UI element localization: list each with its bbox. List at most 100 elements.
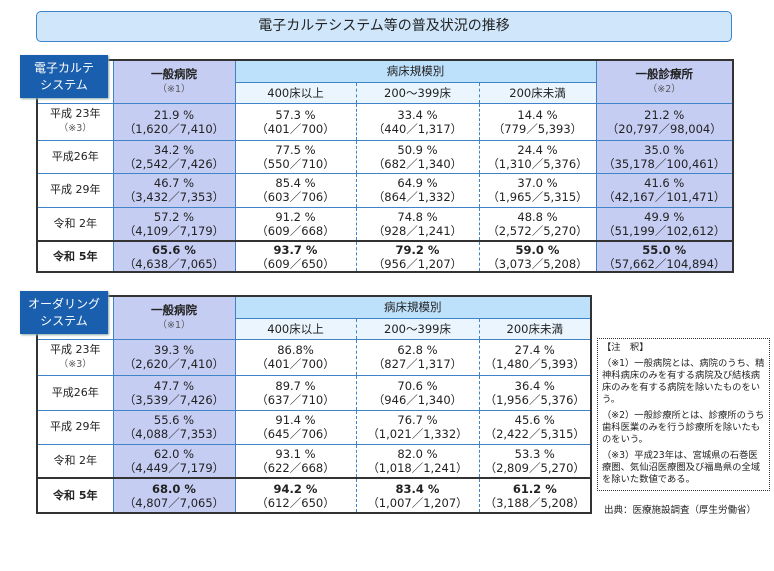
data-cell: 93.7 % （609／650） [234,240,357,273]
data-cell: 94.2 % （612／650） [234,477,357,514]
percentage: 86.8% [277,343,314,357]
data-cell: 77.5 % （550／710） [234,139,357,174]
data-cell: 93.1 % （622／668） [234,443,357,479]
table-row: 令和 5年 68.0 % （4,807／7,065） 94.2 % （612／650） 8… [37,477,592,514]
header-general-clinic: 一般診療所 （※2） [595,59,734,104]
table-row: 平成 29年 46.7 % （3,432／7,353） 85.4 % （603／706）… [37,172,734,208]
row-year: 平成26年 [37,374,113,411]
count: （4,638／7,065） [123,256,225,271]
page-title: 電子カルテシステム等の普及状況の推移 [36,11,732,42]
count: （4,449／7,179） [123,460,225,475]
note-1: （※1）一般病院とは、病院のうち、精神科病床のみを有する病院及び結核病床のみを有… [602,358,765,405]
data-cell: 36.4 % （1,956／5,376） [478,374,592,411]
percentage: 53.3 % [514,446,555,461]
percentage: 21.9 % [153,107,195,122]
data-cell: 85.4 % （603／706） [234,172,357,208]
count: （2,572／5,270） [487,223,588,238]
count: （4,109／7,179） [123,223,225,238]
header-size-2: 200床未満 [478,317,592,340]
count: （682／1,340） [372,156,463,171]
count: （4,807／7,065） [123,495,225,510]
count: （20,797／98,004） [606,121,722,136]
note-3: （※3）平成23年は、宮城県の石巻医療圏、気仙沼医療圏及び福島県の全域を除いた数… [602,450,761,485]
row-year: 令和 2年 [37,206,113,242]
percentage: 62.0 % [153,446,195,461]
data-cell: 91.4 % （645／706） [234,409,357,445]
count: （645／706） [256,427,335,441]
count: （440／1,317） [372,121,463,136]
percentage: 68.0 % [152,481,196,496]
table-row: 平成26年 34.2 % （2,542／7,426） 77.5 % （550／710） 5… [37,139,734,174]
percentage: 85.4 % [275,176,316,190]
header-size-0: 400床以上 [234,81,357,104]
percentage: 74.8 % [397,209,438,224]
header-size-1: 200～399床 [355,81,480,104]
count: （4,088／7,353） [123,427,225,441]
row-year: 平成 23年 （※3） [37,338,113,376]
data-cell: 53.3 % （2,809／5,270） [478,443,592,479]
count: （3,188／5,208） [484,495,585,510]
notes-heading: 【注 釈】 [602,342,649,353]
data-cell: 47.7 % （3,539／7,426） [112,374,236,411]
count: （1,310／5,376） [487,156,588,171]
data-cell: 21.2 % （20,797／98,004） [595,102,734,141]
count: （2,422／5,315） [484,427,585,441]
ordering-table: 一般病院 （※1） 病床規模別 400床以上 200～399床 200床未満 平成 23年（… [36,295,593,514]
count: （827／1,317） [372,357,463,371]
header-general-hospital: 一般病院 （※1） [112,59,236,104]
count: （57,662／104,894） [603,256,726,271]
count: （946／1,340） [372,392,463,407]
data-cell: 59.0 % （3,073／5,208） [478,240,597,273]
percentage: 94.2 % [273,481,318,496]
data-cell: 24.4 % （1,310／5,376） [478,139,597,174]
percentage: 34.2 % [153,142,195,157]
percentage: 61.2 % [512,481,557,496]
percentage: 65.6 % [152,242,196,257]
count: （1,965／5,315） [487,190,588,204]
data-cell: 89.7 % （637／710） [234,374,357,411]
count: （42,167／101,471） [603,190,726,204]
data-cell: 48.8 % （2,572／5,270） [478,206,597,242]
percentage: 37.0 % [517,176,558,190]
data-cell: 74.8 % （928／1,241） [355,206,480,242]
table-row: 令和 5年 65.6 % （4,638／7,065） 93.7 % （609／650） 7… [37,240,734,273]
data-cell: 33.4 % （440／1,317） [355,102,480,141]
data-cell: 62.0 % （4,449／7,179） [112,443,236,479]
count: （928／1,241） [372,223,463,238]
percentage: 45.6 % [514,413,555,427]
emr-table: 一般病院 （※1） 病床規模別 一般診療所 （※2） 400床以上 200～399床 200床… [36,59,734,273]
percentage: 91.4 % [275,413,316,427]
data-cell: 34.2 % （2,542／7,426） [112,139,236,174]
percentage: 21.2 % [644,107,685,122]
row-year: 令和 5年 [37,477,113,514]
percentage: 36.4 % [514,378,555,393]
percentage: 91.2 % [275,209,316,224]
count: （1,018／1,241） [367,460,468,475]
table-row: 平成 23年 （※3） 21.9 % （1,620／7,410） 57.3 % （401／… [37,102,734,141]
percentage: 55.0 % [642,242,687,257]
data-cell: 64.9 % （864／1,332） [355,172,480,208]
row-year: 平成 23年 （※3） [37,102,113,141]
row-year: 平成26年 [37,139,113,174]
data-cell: 37.0 % （1,965／5,315） [478,172,597,208]
percentage: 57.3 % [275,107,316,122]
percentage: 83.4 % [395,481,440,496]
count: （3,073／5,208） [487,256,588,271]
table-row: 平成 29年 55.6 % （4,088／7,353） 91.4 % （645／706）… [37,409,592,445]
data-cell: 50.9 % （682／1,340） [355,139,480,174]
count: （603／706） [256,190,335,204]
data-cell: 45.6 % （2,422／5,315） [478,409,592,445]
header-bed-size: 病床規模別 [235,295,592,319]
percentage: 57.2 % [153,209,195,224]
data-cell: 68.0 % （4,807／7,065） [112,477,236,514]
data-cell: 61.2 % （3,188／5,208） [478,477,592,514]
count: （2,620／7,410） [123,357,225,371]
percentage: 35.0 % [644,142,685,157]
count: （622／668） [256,460,335,475]
table-row: 令和 2年 62.0 % （4,449／7,179） 93.1 % （622／668） 8… [37,443,592,479]
count: （779／5,393） [492,121,583,136]
data-cell: 35.0 % （35,178／100,461） [595,139,734,174]
data-cell: 83.4 % （1,007／1,207） [355,477,480,514]
percentage: 76.7 % [397,413,438,427]
count: （637／710） [256,392,335,407]
